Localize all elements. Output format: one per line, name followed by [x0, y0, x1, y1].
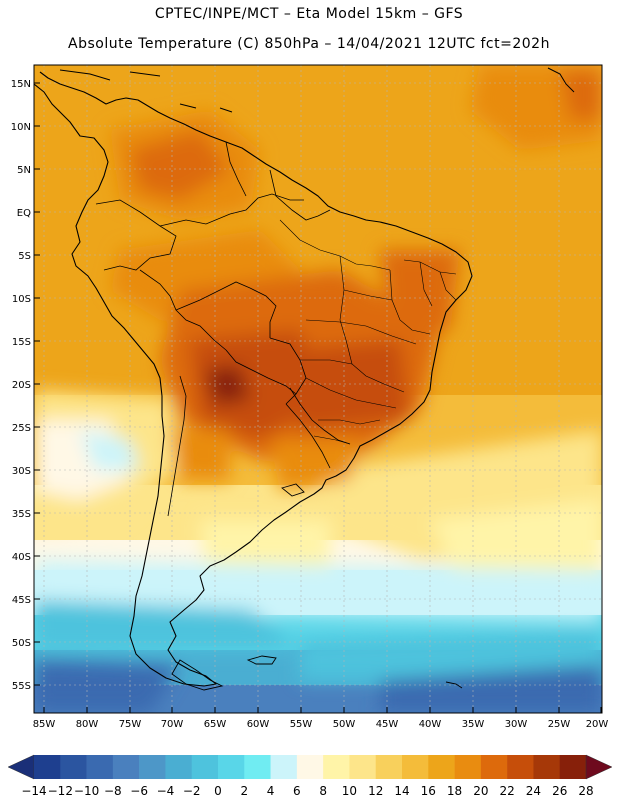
colorbar-cell: [533, 755, 561, 779]
graticule: [34, 65, 602, 713]
lat-label: 50S: [12, 638, 31, 649]
colorbar-cell: [507, 755, 534, 779]
lat-label: 15N: [11, 79, 31, 90]
colorbar-label: 0: [214, 784, 222, 798]
colorbar-cell: [34, 755, 61, 779]
lat-ticks: [34, 82, 40, 686]
lon-label: 35W: [462, 719, 485, 730]
temperature-map: 15N 10N 5N EQ 5S 10S 15S 20S 25S 30S 35S…: [11, 64, 609, 730]
colorbar: −14 −12 −10 −8 −6 −4 −2 0 2 4 6 8 10 12 14 16 18 20 22 24 26…: [7, 754, 613, 798]
lat-label: 10S: [12, 294, 31, 305]
colorbar-label: −2: [183, 784, 201, 798]
lon-label: 20W: [586, 719, 609, 730]
colorbar-labels: −14 −12 −10 −8 −6 −4 −2 0 2 4 6 8 10 12 14 16 18 20 22 24 26…: [21, 784, 593, 798]
lat-label: 5S: [18, 251, 31, 262]
colorbar-label: 18: [447, 784, 462, 798]
colorbar-label: 14: [394, 784, 409, 798]
lat-label: 40S: [12, 552, 31, 563]
colorbar-cell: [454, 755, 482, 779]
lat-label: 25S: [12, 423, 31, 434]
lat-label: 15S: [12, 337, 31, 348]
lat-labels: 15N 10N 5N EQ 5S 10S 15S 20S 25S 30S 35S…: [11, 79, 31, 692]
lat-label: 5N: [17, 165, 31, 176]
coastline: [34, 71, 473, 687]
lat-label: 35S: [12, 509, 31, 520]
colorbar-label: 20: [473, 784, 488, 798]
country-borders: [95, 141, 351, 517]
colorbar-cell: [480, 755, 508, 779]
caribbean-islands: [59, 67, 575, 113]
colorbar-label: −14: [21, 784, 46, 798]
colorbar-label: 6: [293, 784, 301, 798]
colorbar-label: −6: [130, 784, 148, 798]
colorbar-cell: [139, 755, 166, 779]
colorbar-label: 24: [526, 784, 541, 798]
colorbar-label: 26: [552, 784, 567, 798]
colorbar-label: −10: [74, 784, 99, 798]
colorbar-label: 28: [578, 784, 593, 798]
islands: [171, 483, 463, 691]
colorbar-label: −12: [48, 784, 73, 798]
colorbar-label: 16: [421, 784, 436, 798]
colorbar-label: 4: [267, 784, 275, 798]
lat-label: EQ: [17, 208, 31, 219]
map-title: CPTEC/INPE/MCT – Eta Model 15km – GFS: [154, 6, 464, 22]
lon-label: 45W: [376, 719, 399, 730]
colorbar-cell: [428, 755, 455, 779]
colorbar-label: 12: [368, 784, 383, 798]
map-subtitle: Absolute Temperature (C) 850hPa – 14/04/…: [68, 36, 550, 52]
colorbar-cell: [559, 755, 587, 779]
lat-label: 45S: [12, 595, 31, 606]
lon-label: 70W: [161, 719, 184, 730]
lon-label: 60W: [247, 719, 270, 730]
colorbar-label: 2: [240, 784, 248, 798]
colorbar-cell: [349, 755, 377, 779]
colorbar-cell: [244, 755, 271, 779]
colorbar-label: 10: [342, 784, 357, 798]
colorbar-cell: [60, 755, 87, 779]
colorbar-cells: [34, 755, 587, 779]
colorbar-cell: [86, 755, 114, 779]
colorbar-cell: [323, 755, 350, 779]
colorbar-cell: [402, 755, 429, 779]
lat-label: 30S: [12, 466, 31, 477]
colorbar-label: 22: [499, 784, 514, 798]
lon-label: 30W: [505, 719, 528, 730]
lon-label: 40W: [419, 719, 442, 730]
colorbar-cell: [112, 755, 140, 779]
lat-label: 55S: [12, 681, 31, 692]
colorbar-label: −8: [104, 784, 122, 798]
colorbar-cell: [296, 755, 324, 779]
lon-label: 55W: [290, 719, 313, 730]
lon-label: 25W: [548, 719, 571, 730]
lon-labels: 85W 80W 75W 70W 65W 60W 55W 50W 45W 40W …: [33, 719, 609, 730]
lon-ticks: [43, 707, 602, 713]
colorbar-label: −4: [157, 784, 175, 798]
colorbar-under-triangle: [7, 754, 35, 780]
lat-label: 10N: [11, 122, 31, 133]
colorbar-over-triangle: [585, 754, 613, 780]
lon-label: 85W: [33, 719, 56, 730]
lon-label: 65W: [204, 719, 227, 730]
lon-label: 50W: [333, 719, 356, 730]
temperature-field: [34, 65, 602, 713]
colorbar-cell: [191, 755, 219, 779]
colorbar-cell: [165, 755, 193, 779]
colorbar-cell: [218, 755, 245, 779]
lat-label: 20S: [12, 380, 31, 391]
lon-label: 75W: [119, 719, 142, 730]
map-frame: [33, 64, 603, 714]
colorbar-cell: [270, 755, 298, 779]
colorbar-cell: [375, 755, 403, 779]
temperature-patches: [34, 65, 602, 713]
colorbar-label: 8: [319, 784, 327, 798]
state-borders: [279, 219, 457, 445]
lon-label: 80W: [76, 719, 99, 730]
